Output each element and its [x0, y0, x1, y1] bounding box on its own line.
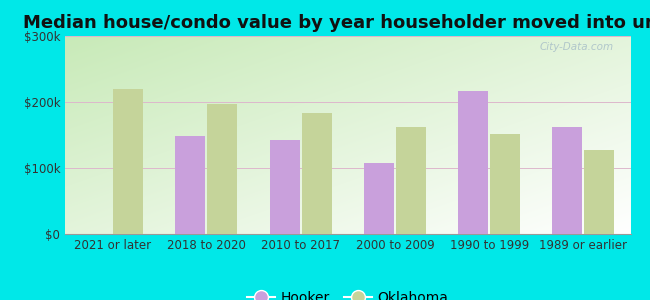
Bar — [552, 127, 582, 234]
Bar — [207, 104, 237, 234]
Bar — [302, 113, 332, 234]
Bar — [364, 164, 394, 234]
Text: City-Data.com: City-Data.com — [540, 42, 614, 52]
Title: Median house/condo value by year householder moved into unit: Median house/condo value by year househo… — [23, 14, 650, 32]
Bar — [458, 91, 488, 234]
Bar — [113, 89, 143, 234]
Bar — [490, 134, 520, 234]
Legend: Hooker, Oklahoma: Hooker, Oklahoma — [242, 285, 454, 300]
Bar — [176, 136, 205, 234]
Bar — [584, 149, 614, 234]
Bar — [270, 140, 300, 234]
Bar — [396, 127, 426, 234]
